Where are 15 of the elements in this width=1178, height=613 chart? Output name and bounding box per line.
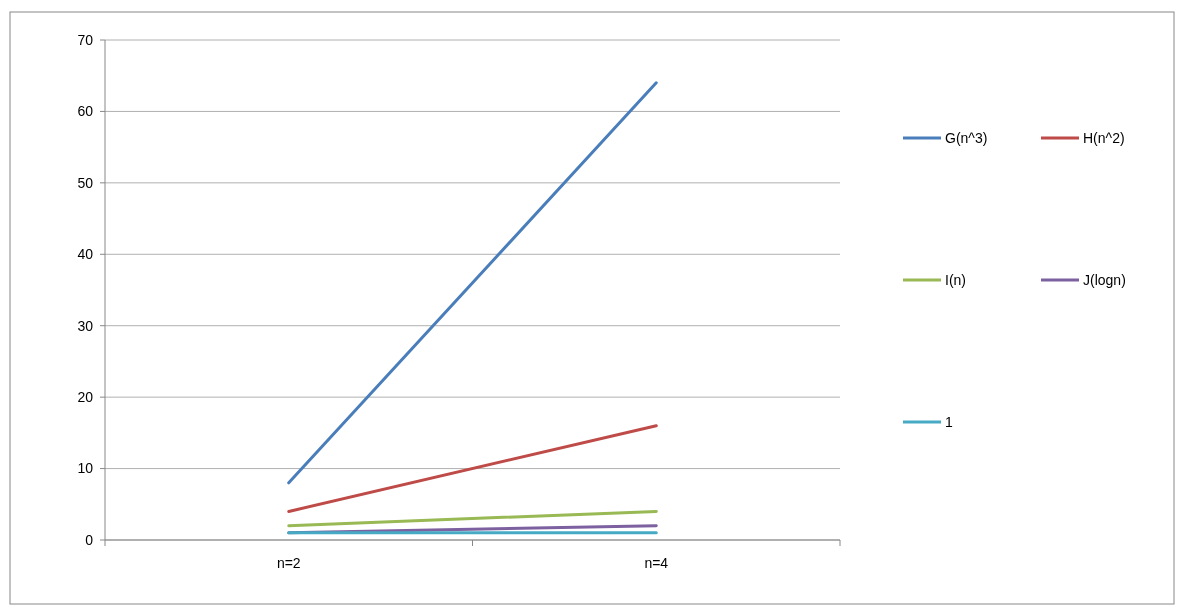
y-tick-label: 0 bbox=[85, 531, 94, 548]
y-tick-label: 70 bbox=[77, 31, 94, 48]
y-tick-label: 10 bbox=[77, 460, 94, 477]
y-tick-label: 20 bbox=[77, 389, 94, 406]
y-tick-label: 30 bbox=[77, 317, 94, 334]
x-tick-label: n=4 bbox=[644, 555, 669, 571]
legend-label: 1 bbox=[945, 413, 953, 430]
legend-label: H(n^2) bbox=[1083, 129, 1125, 146]
y-tick-label: 50 bbox=[77, 174, 94, 191]
legend-label: J(logn) bbox=[1083, 271, 1126, 288]
legend-label: G(n^3) bbox=[945, 129, 988, 146]
y-tick-label: 60 bbox=[77, 103, 94, 120]
y-tick-label: 40 bbox=[77, 246, 94, 263]
legend-label: I(n) bbox=[945, 271, 966, 288]
x-tick-label: n=2 bbox=[276, 555, 301, 571]
